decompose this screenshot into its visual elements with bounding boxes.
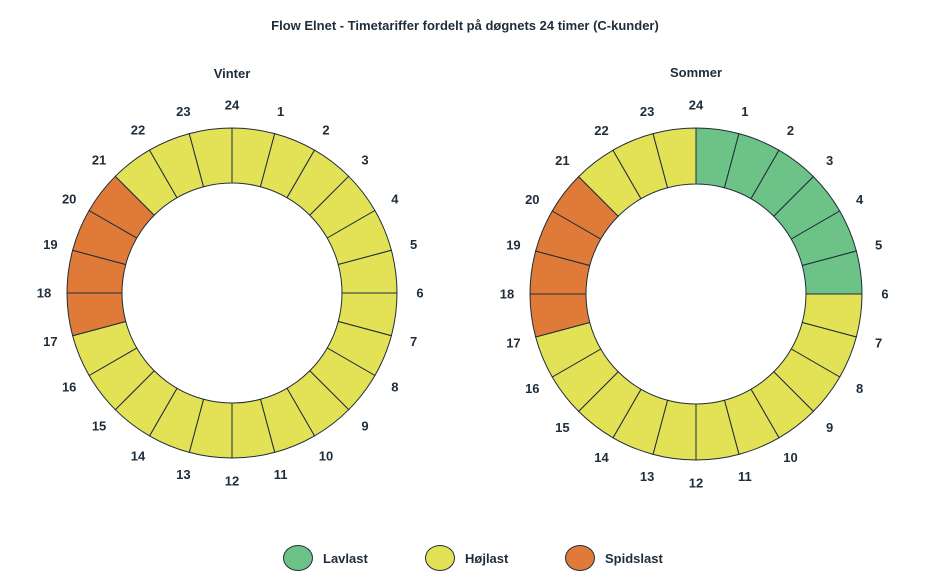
legend-item-hojlast: Højlast — [425, 542, 508, 574]
hour-label-2: 2 — [322, 123, 329, 138]
hour-label-4: 4 — [391, 192, 399, 207]
hour-label-12: 12 — [689, 476, 703, 491]
legend-label-lavlast: Lavlast — [323, 550, 368, 566]
hour-label-4: 4 — [856, 192, 864, 207]
legend-item-spidslast: Spidslast — [565, 542, 663, 574]
hour-label-3: 3 — [826, 153, 833, 168]
hour-label-8: 8 — [391, 380, 398, 395]
hour-label-7: 7 — [410, 334, 417, 349]
segment-hour-24 — [188, 127, 233, 188]
donut-chart-sommer: Sommer 123456789101112131415161718192021… — [500, 65, 889, 491]
hour-label-17: 17 — [43, 334, 57, 349]
segment-hour-24 — [652, 127, 697, 189]
legend: Lavlast Højlast Spidslast — [0, 542, 930, 574]
hour-label-1: 1 — [741, 104, 748, 119]
legend-swatch-hojlast — [425, 545, 455, 571]
hour-label-3: 3 — [361, 153, 368, 168]
donut-chart-vinter: Vinter 123456789101112131415161718192021… — [37, 66, 424, 489]
hour-label-21: 21 — [555, 153, 569, 168]
hour-label-23: 23 — [640, 104, 654, 119]
hour-label-24: 24 — [225, 98, 240, 113]
hour-label-15: 15 — [92, 418, 106, 433]
hour-label-23: 23 — [176, 104, 190, 119]
hour-label-19: 19 — [43, 237, 57, 252]
hour-label-19: 19 — [506, 238, 520, 253]
hour-label-18: 18 — [37, 286, 51, 301]
legend-label-spidslast: Spidslast — [605, 550, 663, 566]
hour-label-17: 17 — [506, 335, 520, 350]
hour-label-13: 13 — [176, 467, 190, 482]
hour-label-12: 12 — [225, 474, 239, 489]
hour-label-14: 14 — [131, 448, 146, 463]
hour-label-7: 7 — [875, 335, 882, 350]
hour-label-22: 22 — [594, 123, 608, 138]
hour-label-6: 6 — [416, 286, 423, 301]
hour-label-11: 11 — [274, 467, 288, 482]
hour-label-13: 13 — [640, 469, 654, 484]
hour-label-1: 1 — [277, 104, 284, 119]
hour-label-8: 8 — [856, 381, 863, 396]
hour-label-15: 15 — [555, 420, 569, 435]
chart-title-vinter: Vinter — [214, 66, 251, 81]
hour-label-20: 20 — [525, 192, 539, 207]
hour-label-18: 18 — [500, 287, 514, 302]
legend-item-lavlast: Lavlast — [283, 542, 368, 574]
hour-label-6: 6 — [881, 287, 888, 302]
hour-label-11: 11 — [738, 469, 752, 484]
hour-label-5: 5 — [410, 237, 417, 252]
hour-label-10: 10 — [783, 450, 797, 465]
hour-label-2: 2 — [787, 123, 794, 138]
page-title: Flow Elnet - Timetariffer fordelt på døg… — [271, 18, 659, 33]
legend-swatch-lavlast — [283, 545, 313, 571]
chart-title-sommer: Sommer — [670, 65, 722, 80]
hour-label-14: 14 — [594, 450, 609, 465]
hour-label-10: 10 — [319, 448, 333, 463]
hour-label-16: 16 — [525, 381, 539, 396]
hour-label-21: 21 — [92, 153, 106, 168]
legend-swatch-spidslast — [565, 545, 595, 571]
hour-label-9: 9 — [826, 420, 833, 435]
hour-label-22: 22 — [131, 123, 145, 138]
legend-label-hojlast: Højlast — [465, 550, 509, 566]
hour-label-20: 20 — [62, 192, 76, 207]
hour-label-9: 9 — [361, 418, 368, 433]
hour-label-16: 16 — [62, 380, 76, 395]
hour-label-5: 5 — [875, 238, 882, 253]
hour-label-24: 24 — [689, 98, 704, 113]
